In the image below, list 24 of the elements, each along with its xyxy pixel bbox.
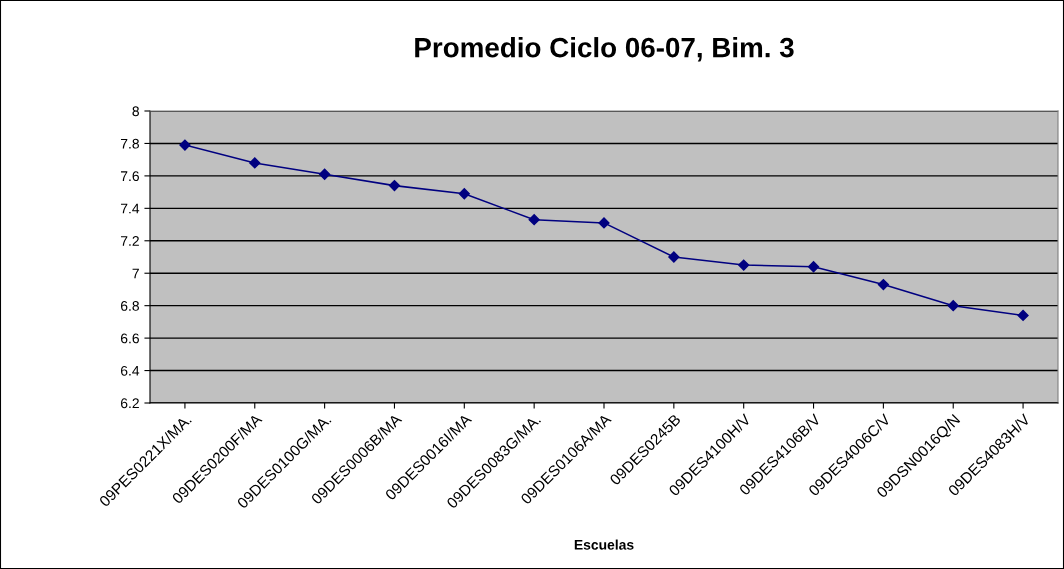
y-tick-label: 8 [132, 106, 139, 117]
point [738, 259, 750, 271]
y-tick-label: 7 [132, 268, 139, 279]
point [179, 139, 191, 151]
point [528, 214, 540, 226]
y-tick-label: 6.6 [120, 333, 139, 344]
y-tick-label: 7.2 [120, 236, 139, 246]
y-tick-label: 6.2 [120, 398, 139, 409]
x-axis-title: Escuelas [574, 539, 634, 550]
point [877, 278, 889, 291]
point [388, 180, 401, 192]
point [458, 188, 470, 200]
y-tick-label: 6.8 [120, 301, 139, 311]
point [319, 168, 331, 180]
y-tick-label: 7.6 [120, 171, 139, 182]
chart-title: Promedio Ciclo 06-07, Bim. 3 [415, 37, 794, 62]
y-tick-label: 7.8 [120, 138, 139, 149]
point [1017, 309, 1029, 322]
point [807, 261, 820, 273]
point [947, 300, 959, 312]
point [249, 157, 261, 169]
point [668, 251, 680, 263]
y-tick-label: 6.4 [120, 365, 140, 376]
y-tick-label: 7.4 [120, 203, 140, 214]
